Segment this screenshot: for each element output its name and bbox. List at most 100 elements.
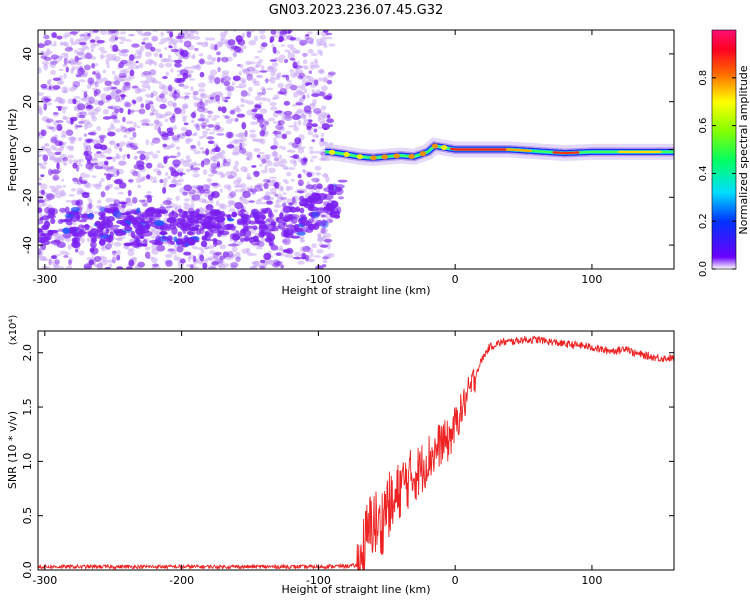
noise-blob — [62, 157, 69, 162]
band-blob — [296, 231, 306, 236]
band-blob — [184, 242, 190, 247]
noise-blob — [319, 50, 323, 57]
band-blob — [189, 238, 194, 243]
noise-blob — [94, 36, 101, 41]
noise-blob — [112, 70, 116, 75]
noise-blob — [186, 137, 194, 143]
noise-blob — [199, 58, 205, 65]
noise-blob — [150, 229, 159, 236]
noise-blob — [240, 90, 248, 97]
band-blob — [100, 232, 109, 236]
noise-blob — [225, 118, 233, 124]
noise-blob — [151, 90, 158, 97]
noise-blob — [61, 52, 69, 56]
noise-blob — [275, 260, 282, 266]
noise-blob — [105, 197, 113, 203]
noise-blob — [110, 86, 118, 90]
band-blob — [87, 213, 95, 218]
band-blob — [262, 209, 267, 214]
noise-blob — [150, 104, 154, 109]
noise-blob — [325, 216, 332, 219]
noise-blob — [216, 51, 221, 56]
colorbar: 0.0 0.2 0.4 0.6 0.8 Normalized spectral ampl… — [698, 29, 750, 277]
noise-blob — [112, 250, 117, 254]
noise-blob — [270, 145, 278, 150]
y-tick-label: 0.5 — [21, 507, 34, 525]
band-blob — [249, 211, 259, 218]
noise-blob — [277, 193, 283, 199]
noise-blob — [315, 178, 320, 184]
noise-blob — [57, 106, 62, 112]
colorbar-tick-label: 0.8 — [698, 70, 709, 86]
noise-blob — [182, 103, 189, 110]
noise-blob — [314, 150, 320, 154]
noise-blob — [320, 227, 326, 234]
noise-blob — [81, 192, 91, 195]
noise-blob — [115, 76, 122, 83]
noise-blob — [143, 31, 152, 36]
noise-blob — [63, 162, 68, 166]
noise-blob — [176, 245, 184, 253]
noise-blob — [311, 177, 320, 183]
noise-blob — [287, 52, 292, 59]
noise-blob — [43, 34, 50, 40]
noise-blob — [231, 246, 238, 253]
band-blob — [141, 220, 152, 224]
noise-blob — [128, 259, 135, 267]
noise-blob — [82, 141, 88, 148]
band-blob — [317, 192, 328, 201]
noise-blob — [222, 251, 229, 258]
noise-blob — [180, 126, 188, 132]
noise-blob — [272, 162, 280, 167]
noise-blob — [241, 122, 247, 130]
colorbar-label: Normalized spectral amplitude — [737, 65, 750, 234]
spectrogram-heatmap — [38, 30, 674, 269]
band-blob — [203, 216, 213, 225]
noise-blob — [302, 59, 308, 65]
noise-blob — [173, 254, 179, 261]
noise-blob — [213, 114, 220, 119]
band-blob — [120, 212, 132, 216]
noise-blob — [294, 37, 301, 42]
noise-blob — [125, 120, 134, 125]
band-blob — [185, 218, 193, 223]
noise-blob — [165, 171, 169, 177]
noise-blob — [215, 200, 220, 207]
noise-blob — [103, 160, 109, 165]
noise-blob — [255, 246, 264, 250]
noise-blob — [252, 138, 256, 142]
noise-blob — [221, 70, 230, 75]
noise-blob — [91, 62, 95, 69]
noise-blob — [86, 173, 90, 179]
noise-blob — [146, 58, 154, 65]
signal-knot — [393, 153, 400, 159]
noise-blob — [67, 60, 71, 64]
noise-blob — [89, 158, 98, 161]
noise-blob — [287, 82, 294, 86]
noise-blob — [273, 129, 278, 137]
noise-blob — [135, 60, 139, 64]
noise-blob — [150, 235, 157, 239]
noise-blob — [206, 110, 211, 114]
noise-blob — [63, 58, 68, 66]
noise-blob — [207, 114, 213, 119]
noise-blob — [284, 167, 290, 170]
band-blob — [105, 228, 110, 234]
noise-blob — [53, 236, 60, 240]
noise-blob — [118, 201, 128, 205]
noise-blob — [245, 71, 254, 77]
noise-blob — [109, 115, 118, 120]
noise-blob — [167, 175, 172, 180]
band-blob — [42, 239, 51, 246]
noise-blob — [321, 256, 330, 260]
noise-blob — [114, 237, 122, 241]
noise-blob — [272, 46, 277, 54]
noise-blob — [263, 252, 272, 261]
noise-blob — [69, 140, 75, 145]
band-blob — [132, 222, 143, 228]
noise-blob — [306, 172, 313, 178]
noise-blob — [257, 151, 265, 155]
noise-blob — [139, 80, 148, 84]
noise-blob — [240, 104, 245, 108]
noise-blob — [210, 162, 218, 170]
